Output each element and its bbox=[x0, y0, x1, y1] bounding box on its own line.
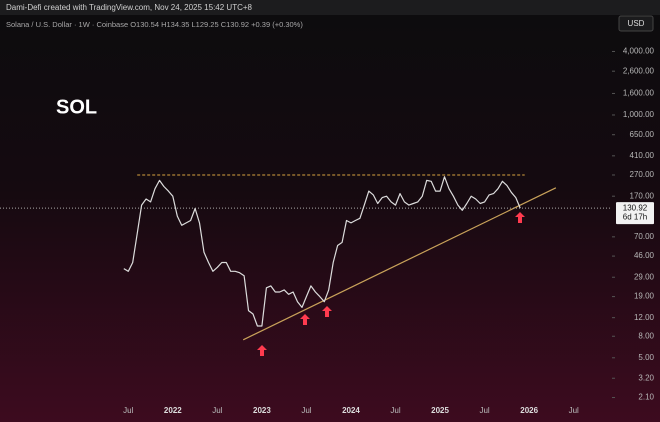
x-tick-label: 2023 bbox=[253, 406, 271, 415]
last-price-label: 130.92 bbox=[623, 203, 648, 212]
y-tick-label: 3.20 bbox=[638, 373, 654, 382]
x-tick-label: 2024 bbox=[342, 406, 360, 415]
y-tick-label: 410.00 bbox=[630, 151, 655, 160]
header-bar bbox=[0, 0, 660, 15]
y-tick-label: 2.10 bbox=[638, 393, 654, 402]
countdown-label: 6d 17h bbox=[623, 212, 647, 221]
y-tick-label: 2,600.00 bbox=[623, 66, 655, 75]
x-tick-label: Jul bbox=[212, 406, 222, 415]
y-tick-label: 70.00 bbox=[634, 232, 655, 241]
x-tick-label: 2026 bbox=[520, 406, 538, 415]
arrow bbox=[300, 314, 310, 325]
x-tick-label: Jul bbox=[390, 406, 400, 415]
x-tick-label: Jul bbox=[301, 406, 311, 415]
price-line bbox=[123, 176, 521, 327]
y-tick-label: 270.00 bbox=[630, 170, 655, 179]
y-tick-label: 1,600.00 bbox=[623, 89, 655, 98]
y-tick-label: 650.00 bbox=[630, 130, 655, 139]
y-tick-label: 12.00 bbox=[634, 313, 655, 322]
chart-title: SOL bbox=[56, 96, 97, 118]
x-tick-label: 2025 bbox=[431, 406, 449, 415]
y-tick-label: 19.00 bbox=[634, 292, 655, 301]
currency-box[interactable] bbox=[618, 15, 654, 32]
y-tick-label: 5.00 bbox=[638, 353, 654, 362]
header: Dami-Defi created with TradingView.com, … bbox=[6, 3, 253, 12]
arrows bbox=[257, 212, 525, 356]
y-tick-label: 46.00 bbox=[634, 251, 655, 260]
y-tick-label: 1,000.00 bbox=[623, 110, 655, 119]
subtitle: Solana / U.S. Dollar · 1W · Coinbase O13… bbox=[6, 20, 303, 29]
y-tick-label: 170.00 bbox=[630, 191, 655, 200]
currency[interactable]: USD bbox=[628, 19, 645, 28]
last-price-box bbox=[616, 202, 654, 225]
y-tick-label: 29.00 bbox=[634, 272, 655, 281]
arrow bbox=[257, 345, 267, 356]
x-tick-label: Jul bbox=[569, 406, 579, 415]
y-tick-label: 4,000.00 bbox=[623, 47, 655, 56]
arrow bbox=[515, 212, 525, 223]
x-tick-label: Jul bbox=[479, 406, 489, 415]
arrow bbox=[322, 306, 332, 317]
y-tick-label: 8.00 bbox=[638, 331, 654, 340]
x-tick-label: Jul bbox=[123, 406, 133, 415]
x-tick-label: 2022 bbox=[164, 406, 182, 415]
trendline bbox=[242, 187, 557, 341]
